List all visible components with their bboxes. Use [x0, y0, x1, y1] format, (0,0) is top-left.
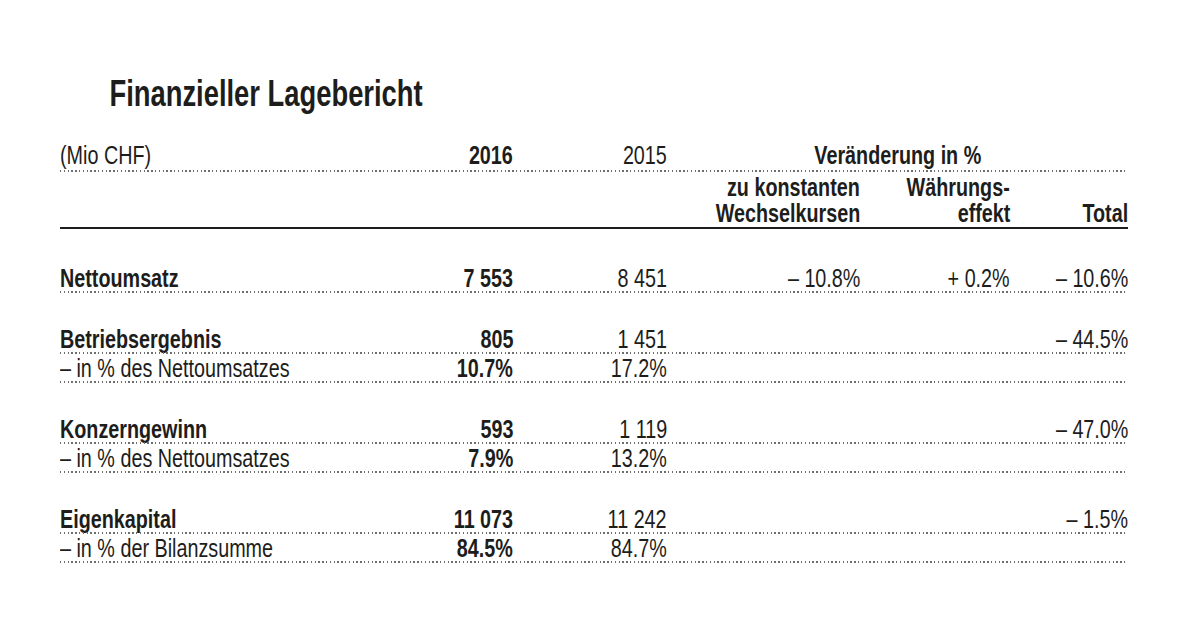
- cell-total: [1010, 444, 1128, 473]
- table-row-eigenkapital-margin: – in % der Bilanzsumme 84.5% 84.7%: [60, 534, 1128, 563]
- cell-currency-effect: [860, 444, 1010, 473]
- cell-total: [1010, 354, 1128, 383]
- header-year-2016: 2016: [400, 140, 513, 170]
- cell-label: Betriebsergebnis: [60, 325, 400, 354]
- cell-2015: 1 451: [513, 325, 667, 354]
- cell-currency-effect: [860, 534, 1010, 563]
- header-currency-effect-line1: Währungs-: [907, 174, 1010, 200]
- table-header-row-subcolumns: zu konstanten Wechselkursen Währungs- ef…: [60, 172, 1128, 229]
- cell-currency-effect: [860, 354, 1010, 383]
- table-row-betriebsergebnis-margin: – in % des Nettoumsatzes 10.7% 17.2%: [60, 354, 1128, 383]
- cell-2015: 13.2%: [513, 444, 667, 473]
- cell-total: – 1.5%: [1010, 505, 1128, 534]
- page-title-text: Finanzieller Lagebericht: [109, 74, 422, 114]
- cell-total: – 10.6%: [1010, 264, 1128, 293]
- table-row-nettoumsatz: Nettoumsatz 7 553 8 451 – 10.8% + 0.2% –…: [60, 264, 1128, 293]
- table-row-konzerngewinn: Konzerngewinn 593 1 119 – 47.0%: [60, 415, 1128, 444]
- table-row-konzerngewinn-margin: – in % des Nettoumsatzes 7.9% 13.2%: [60, 444, 1128, 473]
- cell-constant-fx: [667, 534, 860, 563]
- cell-constant-fx: – 10.8%: [667, 264, 860, 293]
- cell-2016: 10.7%: [400, 354, 513, 383]
- cell-2016: 805: [400, 325, 513, 354]
- cell-2016: 84.5%: [400, 534, 513, 563]
- cell-label: – in % des Nettoumsatzes: [60, 354, 400, 383]
- header-constant-fx: zu konstanten Wechselkursen: [667, 174, 860, 226]
- unit-label-cell: (Mio CHF): [60, 140, 400, 170]
- cell-2015: 1 119: [513, 415, 667, 444]
- header-currency-effect-line2: effekt: [957, 200, 1010, 226]
- header-change-group: Veränderung in %: [667, 140, 1128, 170]
- cell-2016: 11 073: [400, 505, 513, 534]
- page-title: Finanzieller Lagebericht: [60, 74, 472, 114]
- cell-constant-fx: [667, 325, 860, 354]
- cell-label: – in % des Nettoumsatzes: [60, 444, 400, 473]
- cell-total: [1010, 534, 1128, 563]
- header-total: Total: [1010, 200, 1128, 226]
- cell-label: Eigenkapital: [60, 505, 400, 534]
- cell-total: – 47.0%: [1010, 415, 1128, 444]
- table-row-eigenkapital: Eigenkapital 11 073 11 242 – 1.5%: [60, 505, 1128, 534]
- cell-constant-fx: [667, 444, 860, 473]
- cell-2016: 593: [400, 415, 513, 444]
- cell-2016: 7 553: [400, 264, 513, 293]
- cell-currency-effect: [860, 505, 1010, 534]
- header-year-2015: 2015: [513, 140, 667, 170]
- cell-total: – 44.5%: [1010, 325, 1128, 354]
- cell-currency-effect: + 0.2%: [860, 264, 1010, 293]
- cell-currency-effect: [860, 325, 1010, 354]
- header-currency-effect: Währungs- effekt: [860, 174, 1010, 226]
- cell-2015: 17.2%: [513, 354, 667, 383]
- cell-2016: 7.9%: [400, 444, 513, 473]
- cell-2015: 8 451: [513, 264, 667, 293]
- cell-constant-fx: [667, 505, 860, 534]
- cell-2015: 11 242: [513, 505, 667, 534]
- cell-2015: 84.7%: [513, 534, 667, 563]
- cell-label: Konzerngewinn: [60, 415, 400, 444]
- cell-constant-fx: [667, 415, 860, 444]
- cell-constant-fx: [667, 354, 860, 383]
- unit-label: (Mio CHF): [60, 140, 151, 170]
- table-header-row-years: (Mio CHF) 2016 2015 Veränderung in %: [60, 140, 1128, 172]
- table-row-betriebsergebnis: Betriebsergebnis 805 1 451 – 44.5%: [60, 325, 1128, 354]
- header-constant-fx-line1: zu konstanten: [727, 174, 860, 200]
- cell-label: Nettoumsatz: [60, 264, 400, 293]
- cell-currency-effect: [860, 415, 1010, 444]
- header-constant-fx-line2: Wechselkursen: [715, 200, 860, 226]
- financial-table: (Mio CHF) 2016 2015 Veränderung in % zu …: [60, 140, 1128, 563]
- cell-label: – in % der Bilanzsumme: [60, 534, 400, 563]
